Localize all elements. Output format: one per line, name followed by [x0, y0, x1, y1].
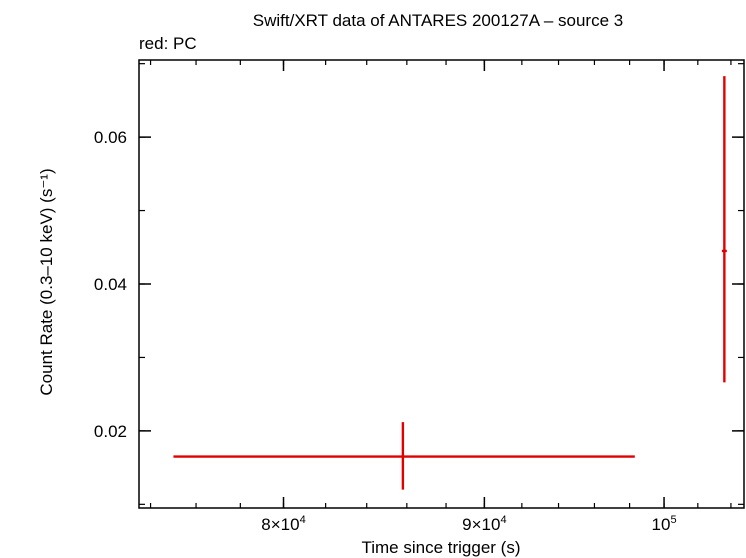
chart-subtitle: red: PC	[139, 34, 197, 53]
y-tick-label: 0.04	[94, 275, 127, 294]
y-axis-label: Count Rate (0.3–10 keV) (s⁻¹)	[37, 168, 56, 395]
y-axis-ticks: 0.02 0.04 0.06	[94, 128, 744, 441]
x-axis-ticks: 8×104 9×104 105	[261, 60, 677, 534]
x-tick-label: 105	[652, 514, 677, 534]
x-tick-label: 8×104	[261, 514, 305, 534]
y-tick-label: 0.06	[94, 128, 127, 147]
chart-title: Swift/XRT data of ANTARES 200127A – sour…	[253, 11, 623, 30]
y-tick-label: 0.02	[94, 422, 127, 441]
x-axis-label: Time since trigger (s)	[361, 538, 520, 557]
x-tick-label: 9×104	[462, 514, 506, 534]
minor-ticks	[139, 60, 744, 508]
data-point	[721, 76, 727, 383]
plot-frame	[138, 59, 745, 509]
data-point	[173, 422, 635, 490]
data-marks	[173, 76, 727, 490]
